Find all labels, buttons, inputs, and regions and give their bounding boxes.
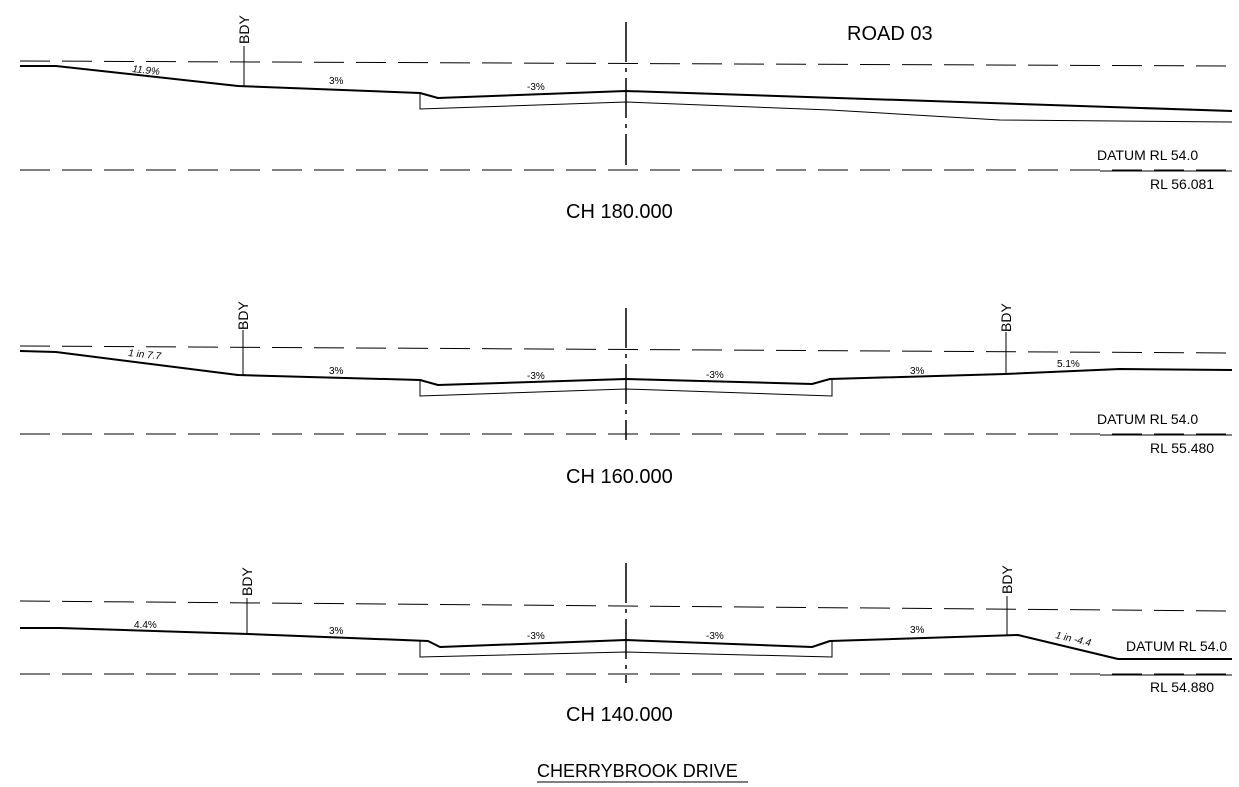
grade-label: -3% [527,371,545,382]
grade-label: 3% [329,366,344,377]
grade-label: 1 in -4.4 [1054,630,1092,649]
chainage-label: CH 140.000 [566,704,673,726]
chainage-label: CH 160.000 [566,466,673,488]
grade-label: 1 in 7.7 [128,348,162,362]
datum-label: DATUM RL 54.0 [1097,411,1198,427]
grade-label: 3% [910,625,925,636]
boundary-label: BDY [999,565,1015,594]
boundary-label: BDY [236,15,252,44]
datum-label: DATUM RL 54.0 [1097,147,1198,163]
grade-label: 3% [329,76,344,87]
rl-label: RL 56.081 [1150,176,1214,192]
boundary-label: BDY [235,301,251,330]
chainage-label: CH 180.000 [566,201,673,223]
drawing-title: CHERRYBROOK DRIVE [537,761,738,781]
datum-label: DATUM RL 54.0 [1126,638,1227,654]
existing-surface-line [19,60,1233,67]
pavement-boxing [419,641,833,658]
design-surface [19,350,1233,386]
pavement-boxing [419,93,1233,123]
boundary-label: BDY [239,567,255,596]
cross-section-ch180: BDY 11.9% 3% -3% ROAD 03 DATUM RL 54.0 R… [19,15,1233,223]
existing-surface-line [19,345,1233,354]
grade-label: 5.1% [1057,359,1080,370]
pavement-boxing [419,379,833,397]
existing-surface-line [19,600,1233,612]
grade-label: -3% [527,82,545,93]
grade-label: -3% [706,370,724,381]
road-label: ROAD 03 [847,23,933,45]
grade-label: 3% [910,366,925,377]
rl-label: RL 55.480 [1150,440,1214,456]
grade-label: -3% [706,631,724,642]
design-surface [20,627,1232,660]
boundary-label: BDY [998,303,1014,332]
grade-label: 3% [329,626,344,637]
cross-section-ch140: BDY BDY 4.4% 3% -3% -3% 3% 1 in -4.4 DAT… [19,563,1233,726]
grade-label: -3% [527,631,545,642]
cross-section-ch160: BDY BDY 1 in 7.7 3% -3% -3% 3% 5.1% DATU… [19,301,1233,488]
grade-label: 11.9% [132,64,161,78]
rl-label: RL 54.880 [1150,679,1214,695]
grade-label: 4.4% [134,620,157,631]
